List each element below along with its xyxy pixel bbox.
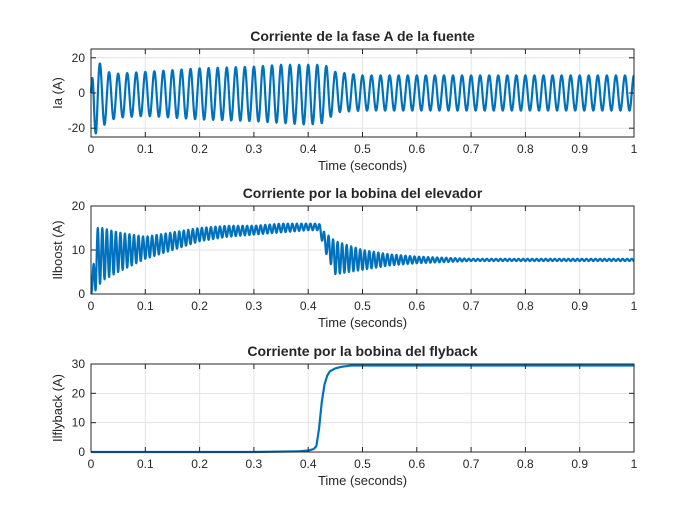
axes-3: 0 0.1 0.2 0.3 0.4 0.5 0.6 0.7 0.8 0.9 10102030Corr…	[50, 343, 638, 488]
x-tick-label: 0.9	[571, 142, 588, 156]
chart-title: Corriente por la bobina del elevador	[243, 185, 483, 201]
x-tick-label: 1	[631, 457, 638, 471]
x-tick-label: 0.6	[408, 457, 425, 471]
x-tick-label: 0	[88, 299, 95, 313]
x-tick-label: 0.8	[517, 142, 534, 156]
x-axis-label: Time (seconds)	[318, 158, 407, 173]
x-tick-label: 0.6	[408, 142, 425, 156]
chart-title: Corriente por la bobina del flyback	[247, 343, 477, 359]
x-tick-label: 0	[88, 457, 95, 471]
x-tick-label: 0.5	[354, 457, 371, 471]
x-tick-label: 0.1	[137, 299, 154, 313]
series-line	[89, 62, 635, 135]
x-axis-label: Time (seconds)	[318, 473, 407, 488]
x-tick-label: 0.4	[300, 299, 317, 313]
x-tick-label: 0.9	[571, 457, 588, 471]
x-tick-label: 0	[88, 142, 95, 156]
x-tick-label: 0.2	[191, 457, 208, 471]
x-tick-label: 0.8	[517, 299, 534, 313]
x-tick-label: 0.9	[571, 299, 588, 313]
y-axis-label: Ilboost (A)	[50, 220, 65, 279]
x-tick-label: 0.1	[137, 457, 154, 471]
x-tick-label: 0.4	[300, 142, 317, 156]
x-tick-label: 0.2	[191, 299, 208, 313]
y-tick-label: -20	[68, 121, 86, 135]
y-tick-label: 30	[72, 357, 86, 371]
chart-title: Corriente de la fase A de la fuente	[250, 28, 475, 44]
y-tick-label: 20	[72, 386, 86, 400]
x-tick-label: 0.3	[246, 299, 263, 313]
series-line	[91, 364, 634, 454]
x-tick-label: 1	[631, 142, 638, 156]
y-tick-label: 20	[72, 199, 86, 213]
series-line	[90, 222, 635, 295]
x-tick-label: 0.5	[354, 299, 371, 313]
x-tick-label: 0.4	[300, 457, 317, 471]
x-axis-label: Time (seconds)	[318, 315, 407, 330]
x-tick-label: 0.7	[463, 142, 480, 156]
x-tick-label: 0.1	[137, 142, 154, 156]
axes-2: 0 0.1 0.2 0.3 0.4 0.5 0.6 0.7 0.8 0.9 101020Corrie…	[50, 185, 638, 330]
x-tick-label: 0.2	[191, 142, 208, 156]
x-tick-label: 0.7	[463, 299, 480, 313]
y-axis-label: Ia (A)	[50, 77, 65, 109]
x-tick-label: 1	[631, 299, 638, 313]
x-tick-label: 0.7	[463, 457, 480, 471]
y-tick-label: 20	[72, 51, 86, 65]
y-tick-label: 0	[78, 86, 85, 100]
y-tick-label: 10	[72, 243, 86, 257]
x-tick-label: 0.8	[517, 457, 534, 471]
y-tick-label: 0	[78, 445, 85, 459]
x-tick-label: 0.6	[408, 299, 425, 313]
y-axis-label: Ilflyback (A)	[50, 374, 65, 442]
axes-1: 0 0.1 0.2 0.3 0.4 0.5 0.6 0.7 0.8 0.9 1-20020Corri…	[50, 28, 638, 173]
y-tick-label: 0	[78, 287, 85, 301]
x-tick-label: 0.5	[354, 142, 371, 156]
y-tick-label: 10	[72, 416, 86, 430]
x-tick-label: 0.3	[246, 457, 263, 471]
x-tick-label: 0.3	[246, 142, 263, 156]
